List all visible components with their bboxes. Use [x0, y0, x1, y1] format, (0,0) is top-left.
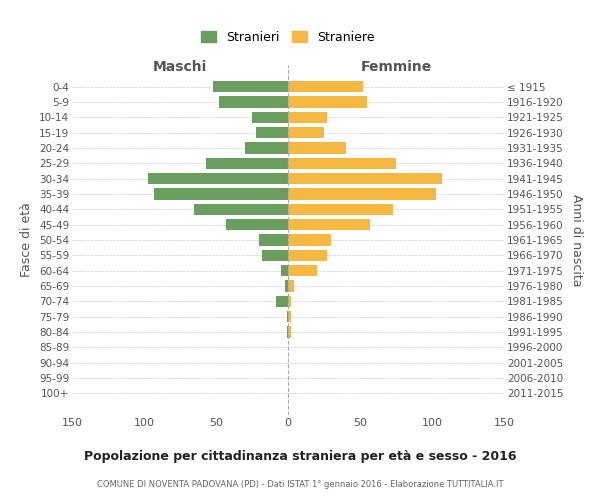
Text: COMUNE DI NOVENTA PADOVANA (PD) - Dati ISTAT 1° gennaio 2016 - Elaborazione TUTT: COMUNE DI NOVENTA PADOVANA (PD) - Dati I… [97, 480, 503, 489]
Bar [288, 219, 370, 230]
Y-axis label: Fasce di età: Fasce di età [20, 202, 34, 278]
Bar [288, 127, 324, 138]
Bar [288, 96, 367, 108]
Bar [287, 311, 288, 322]
Bar [206, 158, 288, 169]
Bar [285, 280, 288, 292]
Bar [213, 81, 288, 92]
Bar [288, 265, 317, 276]
Bar [256, 127, 288, 138]
Bar [194, 204, 288, 215]
Bar [288, 311, 291, 322]
Bar [219, 96, 288, 108]
Bar [259, 234, 288, 246]
Bar [245, 142, 288, 154]
Text: Popolazione per cittadinanza straniera per età e sesso - 2016: Popolazione per cittadinanza straniera p… [84, 450, 516, 463]
Bar [288, 250, 327, 261]
Bar [148, 173, 288, 184]
Bar [288, 142, 346, 154]
Y-axis label: Anni di nascita: Anni di nascita [570, 194, 583, 286]
Bar [287, 326, 288, 338]
Bar [154, 188, 288, 200]
Bar [288, 158, 396, 169]
Bar [262, 250, 288, 261]
Bar [288, 296, 291, 307]
Bar [288, 204, 393, 215]
Bar [288, 280, 294, 292]
Bar [252, 112, 288, 123]
Text: Femmine: Femmine [361, 60, 431, 74]
Legend: Stranieri, Straniere: Stranieri, Straniere [196, 26, 380, 49]
Bar [288, 112, 327, 123]
Bar [281, 265, 288, 276]
Bar [277, 296, 288, 307]
Bar [288, 173, 442, 184]
Bar [288, 81, 363, 92]
Bar [288, 234, 331, 246]
Bar [226, 219, 288, 230]
Bar [288, 326, 291, 338]
Text: Maschi: Maschi [153, 60, 207, 74]
Bar [288, 188, 436, 200]
